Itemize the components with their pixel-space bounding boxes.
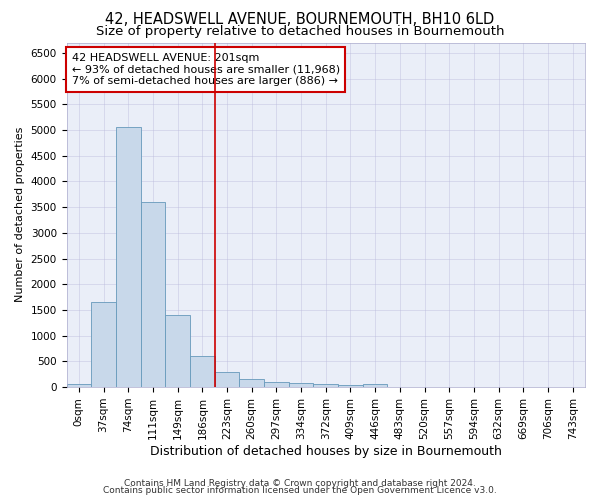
Bar: [165, 315, 190, 387]
Text: Contains public sector information licensed under the Open Government Licence v3: Contains public sector information licen…: [103, 486, 497, 495]
Text: 42, HEADSWELL AVENUE, BOURNEMOUTH, BH10 6LD: 42, HEADSWELL AVENUE, BOURNEMOUTH, BH10 …: [106, 12, 494, 28]
Text: Size of property relative to detached houses in Bournemouth: Size of property relative to detached ho…: [96, 25, 504, 38]
Y-axis label: Number of detached properties: Number of detached properties: [15, 127, 25, 302]
Bar: [116, 128, 140, 387]
Bar: [363, 384, 388, 387]
Text: 42 HEADSWELL AVENUE: 201sqm
← 93% of detached houses are smaller (11,968)
7% of : 42 HEADSWELL AVENUE: 201sqm ← 93% of det…: [72, 53, 340, 86]
Bar: [91, 302, 116, 387]
Bar: [67, 384, 91, 387]
Bar: [190, 356, 215, 387]
Bar: [338, 385, 363, 387]
Bar: [264, 382, 289, 387]
Bar: [289, 384, 313, 387]
Bar: [313, 384, 338, 387]
Bar: [140, 202, 165, 387]
Text: Contains HM Land Registry data © Crown copyright and database right 2024.: Contains HM Land Registry data © Crown c…: [124, 478, 476, 488]
Bar: [215, 372, 239, 387]
X-axis label: Distribution of detached houses by size in Bournemouth: Distribution of detached houses by size …: [150, 444, 502, 458]
Bar: [239, 380, 264, 387]
